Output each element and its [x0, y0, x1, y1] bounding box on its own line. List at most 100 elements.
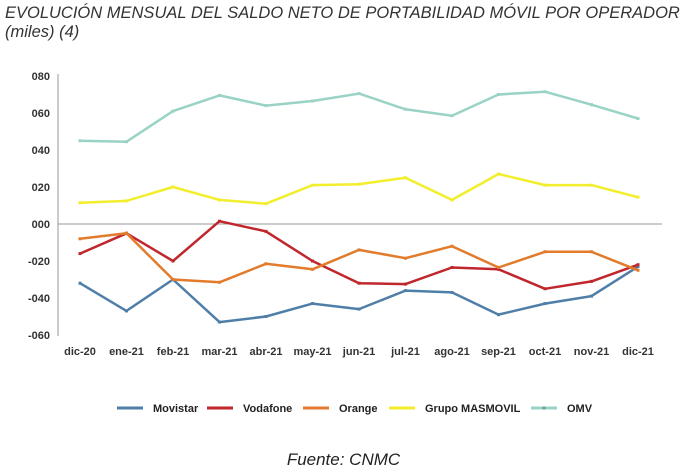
data-point — [404, 256, 407, 260]
data-point — [636, 117, 640, 121]
x-tick-label: ago-21 — [434, 346, 469, 358]
data-point — [218, 219, 221, 223]
data-point — [125, 231, 128, 235]
data-point — [78, 201, 82, 205]
data-point — [590, 103, 593, 107]
data-point — [218, 93, 221, 97]
data-point — [543, 250, 547, 254]
data-point — [543, 287, 547, 291]
data-point — [218, 198, 221, 202]
data-point — [590, 250, 593, 254]
series-line-omv — [79, 90, 639, 143]
y-tick-label: -020 — [28, 256, 50, 268]
x-tick-label: ene-21 — [109, 346, 144, 358]
data-point — [497, 313, 500, 317]
data-point — [78, 281, 82, 285]
data-point — [497, 265, 500, 269]
data-point — [404, 107, 407, 111]
y-tick-label: 020 — [32, 182, 50, 194]
data-point — [357, 248, 361, 252]
y-tick-label: 080 — [32, 71, 50, 83]
data-point — [450, 114, 454, 118]
x-tick-label: sep-21 — [481, 346, 516, 358]
data-point — [543, 302, 547, 306]
x-tick-label: dic-21 — [622, 346, 654, 358]
data-point — [218, 320, 221, 324]
data-point — [497, 172, 500, 176]
data-point — [171, 109, 175, 113]
data-point — [543, 183, 547, 187]
data-point — [218, 280, 221, 284]
data-point — [357, 92, 361, 96]
data-point — [264, 104, 268, 108]
x-tick-labels: dic-20 ene-21 feb-21 mar-21 abr-21 may-21 jun-… — [64, 346, 654, 358]
data-point — [450, 265, 454, 269]
data-point — [636, 265, 640, 269]
series-line-grupo-masmovil — [79, 172, 639, 205]
data-point — [543, 90, 547, 94]
data-point — [125, 140, 128, 144]
data-point — [171, 259, 175, 263]
data-point — [264, 202, 268, 206]
x-tick-label: jun-21 — [342, 346, 375, 358]
x-tick-label: oct-21 — [529, 346, 561, 358]
data-point — [78, 237, 82, 241]
y-tick-label: -060 — [28, 330, 50, 342]
data-point — [357, 182, 361, 186]
legend: Movistar Vodafone Orange Grupo MASMOVIL OMV — [117, 403, 593, 415]
data-point — [125, 309, 128, 313]
data-point — [497, 267, 500, 271]
data-point — [590, 183, 593, 187]
y-tick-label: 000 — [32, 219, 50, 231]
data-point — [497, 93, 500, 96]
data-point — [311, 99, 314, 103]
y-tick-label: 060 — [32, 108, 50, 120]
data-point — [404, 176, 407, 180]
series-line-vodafone — [79, 219, 639, 291]
data-point — [450, 290, 454, 294]
x-tick-label: mar-21 — [201, 346, 237, 358]
data-point — [357, 281, 361, 285]
data-point — [450, 198, 454, 202]
data-point — [311, 302, 314, 306]
x-tick-label: may-21 — [294, 346, 332, 358]
data-point — [264, 229, 268, 233]
legend-marker — [542, 406, 546, 410]
data-point — [636, 268, 640, 272]
data-point — [636, 263, 640, 267]
x-tick-label: dic-20 — [64, 346, 96, 358]
data-point — [311, 183, 314, 187]
data-point — [404, 282, 407, 286]
legend-label: Vodafone — [243, 403, 292, 415]
data-point — [171, 278, 175, 281]
legend-label: Movistar — [153, 403, 199, 415]
data-point — [311, 267, 314, 271]
data-point — [125, 199, 128, 203]
data-point — [590, 294, 593, 298]
series-lines — [78, 90, 640, 324]
series-line-orange — [79, 232, 639, 284]
data-point — [311, 259, 314, 263]
legend-label: Orange — [339, 403, 378, 415]
data-point — [78, 139, 82, 143]
data-point — [636, 195, 640, 199]
data-point — [171, 185, 175, 189]
x-tick-label: jul-21 — [390, 346, 420, 358]
data-point — [590, 279, 593, 283]
x-tick-label: feb-21 — [157, 346, 189, 358]
y-tick-labels: 080 060 040 020 000 -020 -040 -060 — [28, 71, 50, 342]
legend-label: Grupo MASMOVIL — [425, 403, 521, 415]
y-tick-label: -040 — [28, 293, 50, 305]
chart-title: EVOLUCIÓN MENSUAL DEL SALDO NETO DE PORT… — [5, 4, 680, 41]
series-line-movistar — [79, 265, 639, 324]
data-point — [78, 252, 82, 256]
y-tick-label: 040 — [32, 145, 50, 157]
data-point — [264, 315, 268, 318]
legend-label: OMV — [567, 403, 593, 415]
data-point — [264, 262, 268, 266]
data-point — [404, 289, 407, 293]
data-point — [357, 307, 361, 311]
source-note: Fuente: CNMC — [286, 450, 401, 469]
x-tick-label: abr-21 — [249, 346, 282, 358]
